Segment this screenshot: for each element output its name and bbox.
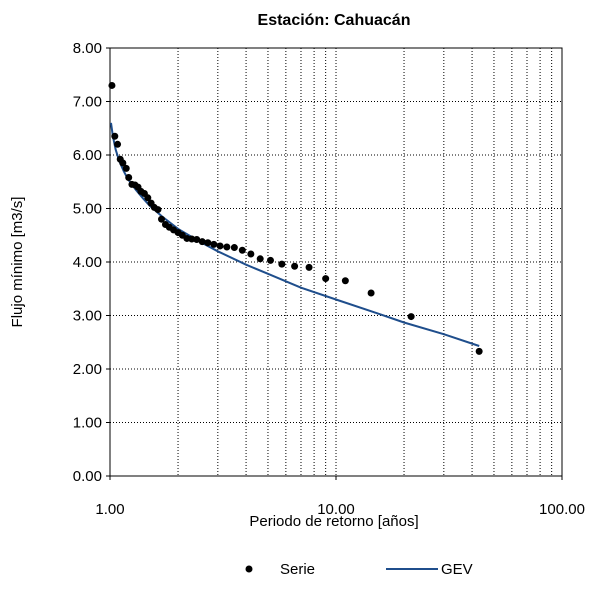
grid <box>109 48 563 476</box>
legend-marker-serie <box>245 565 253 573</box>
serie-points <box>108 81 483 355</box>
serie-point <box>475 347 483 355</box>
serie-point <box>341 277 349 285</box>
x-tick-label: 10.00 <box>317 501 355 518</box>
serie-point <box>238 246 246 254</box>
y-axis-ticks: 0.00 1.00 2.00 3.00 4.00 5.00 6.00 7.00 8.00 <box>73 40 110 485</box>
serie-point <box>198 238 206 246</box>
serie-point <box>305 263 313 271</box>
serie-point <box>278 260 286 268</box>
y-tick-label: 8.00 <box>73 40 102 57</box>
serie-point <box>266 256 274 264</box>
x-tick-label: 1.00 <box>95 501 124 518</box>
serie-point <box>407 313 415 321</box>
serie-point <box>230 244 238 252</box>
y-tick-label: 4.00 <box>73 254 102 271</box>
serie-point <box>108 81 116 89</box>
legend: Serie GEV <box>245 561 473 578</box>
serie-point <box>119 159 127 167</box>
serie-point <box>216 242 224 250</box>
x-axis-ticks: 1.00 10.00 100.00 <box>95 476 585 518</box>
serie-point <box>114 140 122 148</box>
serie-point <box>291 262 299 270</box>
serie-point <box>247 250 255 258</box>
y-tick-label: 2.00 <box>73 361 102 378</box>
serie-point <box>154 206 162 214</box>
chart-title: Estación: Cahuacán <box>258 12 411 29</box>
y-tick-label: 6.00 <box>73 147 102 164</box>
serie-point <box>122 164 130 172</box>
legend-label-serie: Serie <box>280 561 315 578</box>
serie-point <box>158 215 166 223</box>
serie-point <box>193 236 201 244</box>
x-axis-title: Periodo de retorno [años] <box>249 513 418 530</box>
y-tick-label: 5.00 <box>73 201 102 218</box>
serie-point <box>204 239 212 247</box>
serie-point <box>223 243 231 251</box>
gev-line <box>110 122 480 347</box>
serie-point <box>210 240 218 248</box>
legend-label-gev: GEV <box>441 561 473 578</box>
y-tick-label: 7.00 <box>73 94 102 111</box>
x-tick-label: 100.00 <box>539 501 585 518</box>
y-tick-label: 3.00 <box>73 308 102 325</box>
y-axis-title: Flujo mínimo [m3/s] <box>9 197 26 328</box>
y-tick-label: 1.00 <box>73 415 102 432</box>
serie-point <box>322 275 330 283</box>
y-tick-label: 0.00 <box>73 468 102 485</box>
serie-point <box>111 132 119 140</box>
serie-point <box>144 194 152 202</box>
serie-point <box>256 255 264 263</box>
serie-point <box>125 173 133 181</box>
serie-point <box>367 289 375 297</box>
gev-series <box>110 122 480 347</box>
